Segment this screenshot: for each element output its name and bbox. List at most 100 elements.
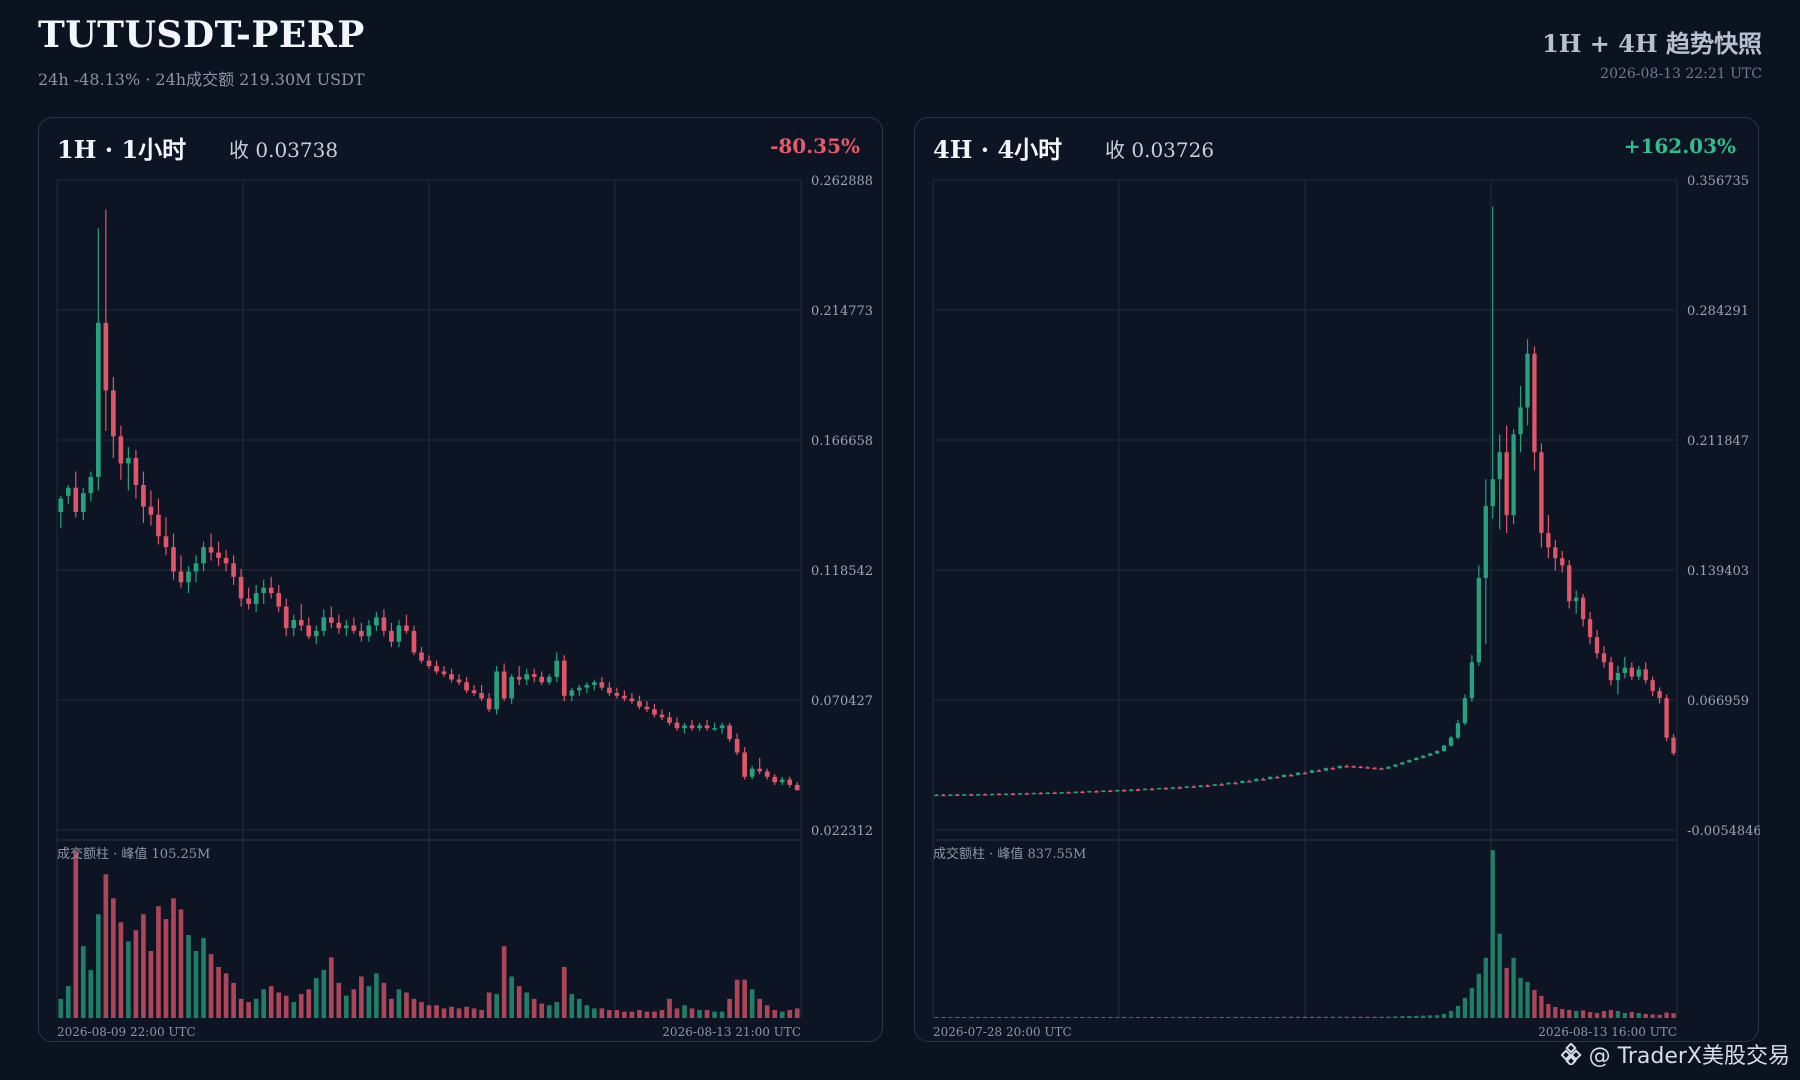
candle-body [208,547,214,553]
volume-bar [464,1006,469,1018]
candle-body [1024,793,1030,795]
volume-bar [1337,1016,1342,1018]
candle-body [644,706,650,710]
candle-body [629,698,635,702]
candle-body [1372,767,1377,770]
volume-bar [1608,1009,1614,1018]
y-tick-label: 0.356735 [1687,174,1749,189]
candle-body [1281,774,1287,778]
candle-body [73,487,79,513]
volume-bar [976,1017,981,1018]
candle-body [1560,558,1565,566]
candle-body [524,674,530,680]
volume-bar [1302,1016,1308,1018]
candle-body [1295,772,1301,776]
volume-bar [576,998,582,1018]
volume-bar [1344,1016,1349,1018]
candle-body [561,660,567,696]
candle-body [996,793,1002,796]
candle-body [88,476,94,494]
candle-body [103,322,109,391]
candle-body [1448,737,1454,746]
candle-body [1087,791,1092,793]
candle-body [1365,767,1370,769]
volume-bar [1567,1009,1572,1018]
volume-bar [426,1005,432,1018]
volume-bar [607,1010,612,1018]
diamond-logo-icon [1560,1043,1582,1065]
volume-bar [1288,1016,1294,1018]
volume-bar [1629,1011,1634,1018]
candle-body [531,674,537,677]
volume-bar [1615,1010,1621,1018]
candle-body [126,457,131,464]
y-tick-label: 0.066959 [1687,694,1749,709]
candle-body [1386,766,1391,769]
candle-body [65,487,71,496]
volume-bar [73,850,79,1018]
volume-label: 成交额柱 · 峰值 105.25M [57,846,210,862]
x-start-label: 2026-08-09 22:00 UTC [57,1025,196,1039]
candle-body [1205,785,1210,788]
x-end-label: 2026-08-13 16:00 UTC [1538,1025,1677,1039]
volume-bar [178,909,184,1018]
volume-bar [1115,1017,1120,1018]
candle-body [516,676,522,680]
y-tick-label: 0.166658 [811,434,873,449]
volume-bar [65,986,71,1018]
candle-body [133,457,139,486]
candle-body [426,660,432,667]
volume-bar [268,986,274,1018]
candle-body [186,571,191,583]
volume-bar [1469,987,1475,1018]
volume-bar [509,976,514,1018]
candle-body [336,622,342,629]
volume-bar [366,986,372,1018]
candle-body [1400,762,1405,765]
volume-bar [1226,1017,1231,1018]
candle-body [734,738,740,753]
volume-bar [742,979,747,1018]
candle-body [764,771,770,777]
candle-body [719,725,725,729]
candle-body [404,625,409,631]
candle-body [1073,791,1078,794]
volume-bar [989,1017,995,1018]
volume-bar [1358,1016,1363,1018]
candle-body [58,498,64,513]
chart-4h-close: 收 0.03726 [1105,138,1215,162]
volume-bar [592,1008,597,1018]
volume-bar [1594,1012,1600,1018]
volume-bar [734,979,740,1018]
candle-body [163,536,169,548]
watermark: @ TraderX美股交易 [1560,1038,1790,1070]
volume-bar [1024,1017,1030,1018]
candle-body [772,776,778,783]
candle-body [501,671,507,699]
candle-body [637,701,642,707]
volume-bar [1254,1016,1259,1018]
candle-body [359,630,364,637]
candle-body [934,794,939,797]
volume-bar [1657,1014,1662,1018]
y-tick-label: -0.0054846 [1687,824,1760,839]
candle-body [1455,723,1461,738]
volume-bar [652,1011,657,1018]
volume-bar [629,1011,635,1018]
volume-bar [126,941,131,1018]
volume-bar [1622,1012,1628,1018]
chart-1h-change: -80.35% [770,134,860,158]
volume-bar [111,898,116,1018]
chart-panel-1h: 0.262888 0.214773 0.166658 0.118542 0.070427… [38,117,883,1042]
volume-bar [223,973,229,1018]
candle-body [1184,786,1189,788]
volume-bar [156,906,161,1018]
candle-body [1574,597,1579,602]
volume-bar [1560,1008,1565,1018]
volume-bar [96,914,101,1018]
candle-body [178,571,184,583]
candle-body [1045,792,1050,795]
volume-bar [171,898,176,1018]
candle-body [171,547,176,572]
candle-body [118,436,124,464]
